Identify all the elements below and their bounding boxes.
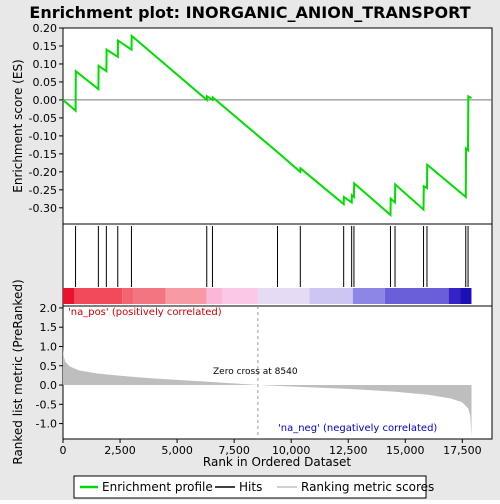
rank-color-bar [63,288,472,304]
legend-label: Enrichment profile [102,480,213,494]
legend-box [73,475,427,499]
x-tick-label: 15,000 [386,444,425,457]
color-bar-segment [257,288,310,304]
color-bar-segment [448,288,461,304]
color-bar-segment [460,288,472,304]
zero-cross-label: Zero cross at 8540 [213,367,298,377]
x-tick-label: 10,000 [272,444,311,457]
color-bar-segment [63,288,75,304]
es-tick-label: -0.25 [29,184,57,197]
metric-tick-label: 0.5 [40,360,58,373]
legend-label: Hits [239,480,262,494]
x-tick-label: 0 [60,444,67,457]
color-bar-segment [384,288,449,304]
es-panel [62,27,493,225]
metric-ylabel: Ranked list metric (PreRanked) [11,279,25,464]
es-tick-label: -0.20 [29,166,57,179]
es-tick-label: 0.00 [33,94,58,107]
x-tick-label: 12,500 [329,444,368,457]
metric-tick-label: 1.5 [40,321,58,334]
x-tick-label: 17,500 [443,444,482,457]
color-bar-segment [74,288,123,304]
color-bar-segment [352,288,385,304]
color-bar-segment [122,288,134,304]
color-bar-segment [206,288,223,304]
color-bar-segment [165,288,207,304]
neg-label: 'na_neg' (negatively correlated) [278,423,437,434]
metric-axis: 2.0 1.5 1.0 0.5 0.0 -0.5 -1.0 [36,302,63,431]
pos-label: 'na_pos' (positively correlated) [68,307,222,318]
x-axis-label: Rank in Ordered Dataset [203,455,351,469]
metric-panel [62,305,493,440]
color-bar-segment [133,288,166,304]
es-tick-label: 0.20 [33,22,58,35]
es-tick-label: 0.05 [33,76,58,89]
color-bar-segment [309,288,353,304]
metric-tick-label: 2.0 [40,302,58,315]
es-tick-label: -0.30 [29,202,57,215]
metric-tick-label: -1.0 [36,418,57,431]
x-tick-label: 7,500 [218,444,250,457]
metric-tick-label: -0.5 [36,398,57,411]
es-tick-label: 0.10 [33,58,58,71]
chart-title: Enrichment plot: INORGANIC_ANION_TRANSPO… [29,3,470,22]
x-tick-label: 5,000 [161,444,193,457]
es-tick-label: -0.10 [29,130,57,143]
color-bar-segment [222,288,258,304]
enrichment-profile-line [62,33,472,218]
es-tick-label: -0.15 [29,148,57,161]
es-tick-label: -0.05 [29,112,57,125]
es-ylabel: Enrichment score (ES) [11,59,25,192]
x-tick-label: 2,500 [104,444,136,457]
legend: Enrichment profile Hits Ranking metric sco… [80,480,434,494]
metric-tick-label: 0.0 [40,379,58,392]
metric-tick-label: 1.0 [40,340,58,353]
legend-label: Ranking metric scores [301,480,434,494]
hits-group [75,226,469,287]
x-axis: 0 2,500 5,000 7,500 10,000 12,500 15,000 17,500 [60,439,482,457]
es-axis: 0.20 0.15 0.10 0.05 0.00 -0.05 -0.10 -0.15 -0.20… [29,22,63,215]
es-tick-label: 0.15 [33,40,58,53]
